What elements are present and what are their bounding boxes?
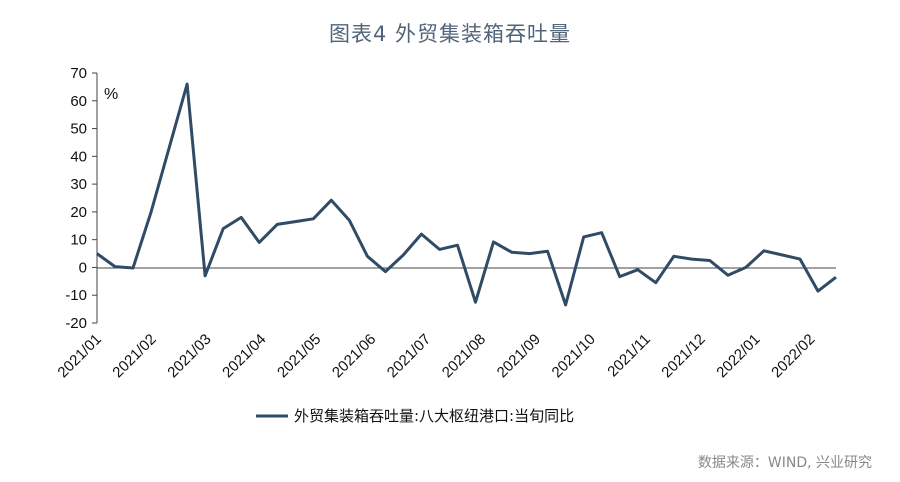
x-tick-label: 2021/06	[329, 331, 379, 381]
y-tick-label: 30	[70, 176, 87, 193]
series-line	[96, 82, 837, 307]
y-tick-label: -10	[65, 287, 87, 304]
x-tick-label: 2021/05	[274, 331, 324, 381]
source-note: 数据来源：WIND, 兴业研究	[697, 455, 872, 471]
x-tick-label: 2021/07	[384, 331, 434, 381]
y-tick-label: 60	[70, 93, 87, 110]
x-tick-label: 2021/04	[219, 331, 269, 381]
legend-label: 外贸集装箱吞吐量:八大枢纽港口:当旬同比	[294, 407, 574, 425]
chart-title: 图表4 外贸集装箱吞吐量	[328, 22, 572, 46]
x-tick-label: 2021/12	[658, 331, 708, 381]
x-tick-label: 2021/02	[109, 331, 159, 381]
y-tick-label: 10	[70, 232, 87, 249]
y-tick-label: 40	[70, 148, 87, 165]
x-tick-label: 2021/03	[164, 331, 214, 381]
x-tick-label: 2021/08	[439, 331, 489, 381]
y-tick-label: -20	[65, 315, 87, 332]
unit-label: %	[104, 86, 118, 103]
y-tick-label: 0	[79, 259, 87, 276]
x-tick-label: 2021/01	[54, 331, 104, 381]
x-tick-label: 2021/09	[494, 331, 544, 381]
x-tick-label: 2021/11	[604, 331, 654, 381]
y-tick-label: 50	[70, 121, 87, 138]
x-tick-label: 2022/01	[713, 331, 763, 381]
x-tick-label: 2022/02	[768, 331, 818, 381]
y-tick-label: 20	[70, 204, 87, 221]
x-tick-label: 2021/10	[549, 331, 599, 381]
y-tick-label: 70	[70, 65, 87, 82]
